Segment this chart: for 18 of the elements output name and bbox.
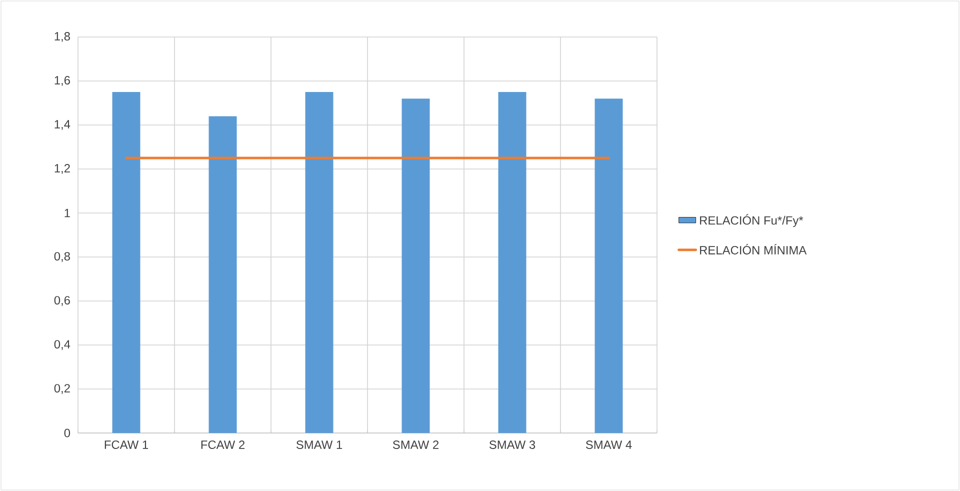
x-tick-label: FCAW 1 [104, 440, 148, 449]
x-tick-label: SMAW 1 [296, 440, 342, 449]
y-tick-label: 1,4 [54, 120, 70, 130]
x-tick-label: SMAW 2 [392, 440, 439, 449]
legend-label: RELACIÓN MÍNIMA [700, 244, 807, 254]
x-tick-label: SMAW 4 [586, 440, 632, 449]
y-tick-label: 0,4 [54, 340, 70, 350]
y-tick-label: 1 [64, 208, 70, 218]
legend-label: RELACIÓN Fu*/Fy* [700, 214, 804, 228]
y-tick-label: 1,2 [54, 164, 70, 174]
x-tick-label: SMAW 3 [489, 440, 536, 449]
y-tick-label: 0,6 [54, 296, 70, 306]
y-tick-label: 0 [64, 428, 70, 438]
y-tick-label: 0,2 [54, 384, 70, 394]
y-tick-label: 1,8 [54, 32, 70, 42]
x-tick-label: FCAW 2 [201, 440, 245, 449]
y-tick-label: 0,8 [54, 252, 70, 262]
y-tick-label: 1,6 [54, 76, 70, 86]
